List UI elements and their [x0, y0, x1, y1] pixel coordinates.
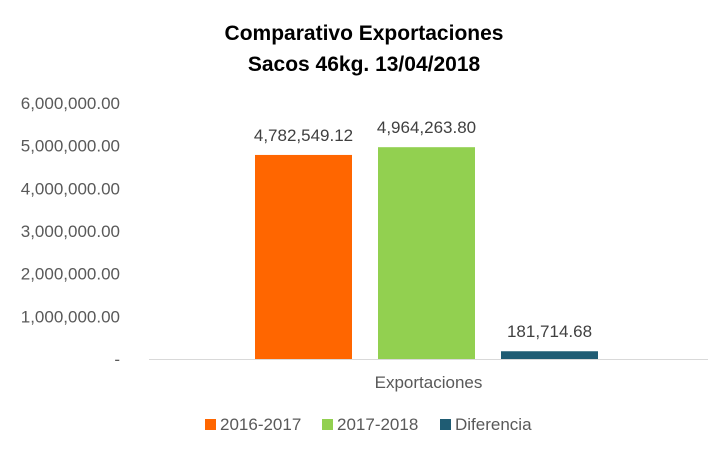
legend-label: 2016-2017 — [220, 415, 301, 434]
legend-label: 2017-2018 — [337, 415, 418, 434]
x-category-label: Exportaciones — [375, 373, 483, 392]
chart-title: Comparativo Exportaciones — [225, 22, 504, 45]
legend-swatch — [440, 419, 451, 430]
y-tick-label: 4,000,000.00 — [21, 179, 120, 198]
y-tick-label: 5,000,000.00 — [21, 137, 120, 156]
data-label: 4,964,263.80 — [377, 118, 476, 137]
bar-2017-2018 — [378, 147, 475, 359]
y-tick-label: 2,000,000.00 — [21, 265, 120, 284]
legend: 2016-2017 2017-2018 Diferencia — [205, 415, 532, 434]
legend-swatch — [205, 419, 216, 430]
data-label: 181,714.68 — [507, 322, 592, 341]
bar-diferencia — [501, 351, 598, 359]
y-axis: - 1,000,000.00 2,000,000.00 3,000,000.00 4,0… — [21, 94, 120, 369]
y-tick-label: 6,000,000.00 — [21, 94, 120, 113]
bar-2016-2017 — [255, 154, 352, 359]
chart-subtitle: Sacos 46kg. 13/04/2018 — [248, 53, 481, 76]
legend-swatch — [322, 419, 333, 430]
y-tick-label: - — [114, 350, 120, 369]
x-axis: Exportaciones — [149, 359, 708, 392]
y-tick-label: 3,000,000.00 — [21, 222, 120, 241]
legend-label: Diferencia — [455, 415, 532, 434]
y-tick-label: 1,000,000.00 — [21, 307, 120, 326]
data-label: 4,782,549.12 — [254, 126, 353, 145]
bars: 4,782,549.12 4,964,263.80 181,714.68 — [254, 118, 598, 359]
